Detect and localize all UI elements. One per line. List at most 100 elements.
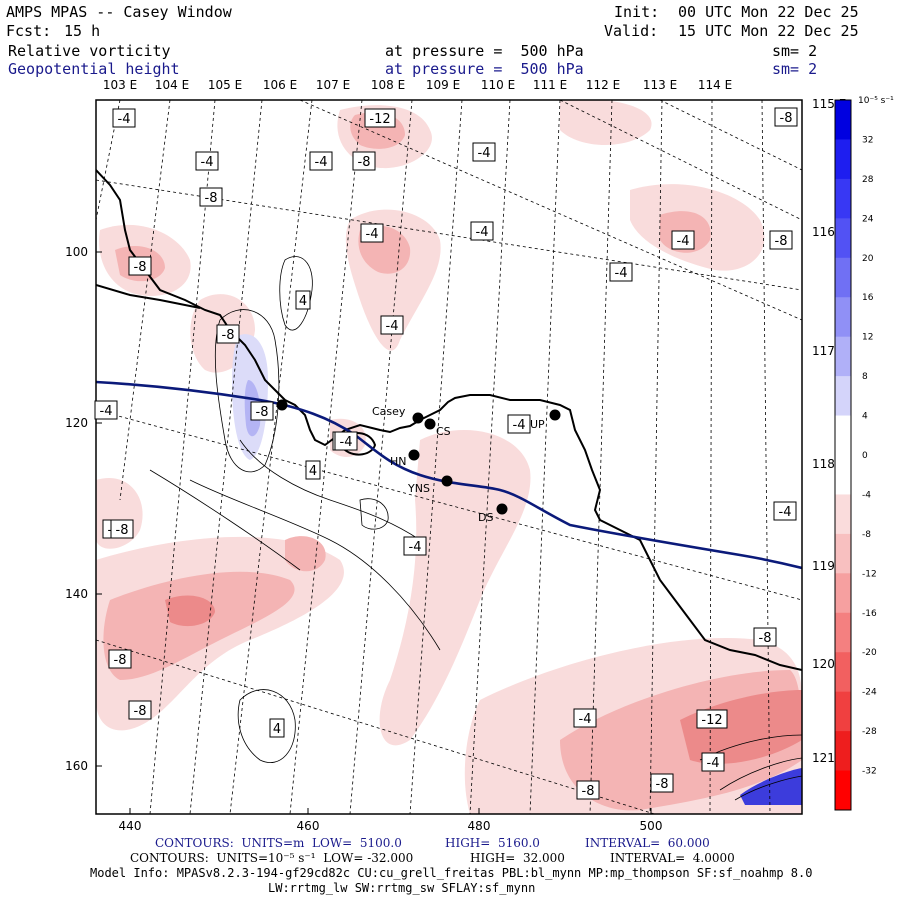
- station-marker: [549, 409, 561, 421]
- colorbar-label: -20: [862, 648, 877, 658]
- top-lon-label: 112 E: [586, 78, 620, 92]
- svg-text:-4: -4: [118, 112, 131, 127]
- contour-label: -4: [507, 414, 531, 434]
- plot-frame: [95, 99, 803, 815]
- svg-text:-12: -12: [701, 713, 722, 728]
- y-tick-label: 120: [65, 416, 88, 430]
- top-lon-label: 114 E: [698, 78, 732, 92]
- colorbar-label: 8: [862, 372, 868, 382]
- shade-blob: [379, 430, 531, 746]
- contour-label: -8: [128, 256, 152, 276]
- svg-text:-8: -8: [134, 260, 147, 275]
- graticule: [96, 100, 802, 814]
- colorbar-segment: [835, 139, 851, 180]
- svg-text:4: 4: [273, 722, 281, 737]
- contour-label: -4: [470, 221, 494, 241]
- svg-text:-8: -8: [780, 111, 793, 126]
- y-tick-label: 140: [65, 587, 88, 601]
- station-label: UP: [530, 418, 545, 431]
- colorbar-segment: [835, 612, 851, 653]
- field2-sm: sm= 2: [772, 60, 818, 78]
- contour-label: -4: [671, 230, 695, 250]
- colorbar-segment: [835, 100, 851, 140]
- svg-text:-8: -8: [116, 523, 129, 538]
- contour-label: -8: [199, 187, 223, 207]
- colorbar-segment: [835, 415, 851, 456]
- shade-blob: [103, 571, 295, 680]
- colorbar-label: 4: [862, 412, 868, 422]
- top-lon-label: 110 E: [481, 78, 515, 92]
- colorbar-segment: [835, 731, 851, 772]
- valid-label: Valid:: [604, 22, 659, 40]
- svg-text:-4: -4: [201, 155, 214, 170]
- shade-blob: [285, 536, 326, 572]
- contour-label: -12: [364, 108, 396, 128]
- contour-label: -8: [250, 401, 274, 421]
- colorbar-label: -32: [862, 767, 877, 777]
- colorbar-label: -12: [862, 569, 877, 579]
- footer-vort-contours: CONTOURS: UNITS=10⁻⁵ s⁻¹ LOW= -32.000: [130, 851, 414, 865]
- station-marker: [408, 449, 420, 461]
- colorbar-segment: [835, 770, 851, 811]
- contour-label: -4: [609, 262, 633, 282]
- contour-label: -8: [753, 627, 777, 647]
- station-label: HN: [390, 455, 407, 468]
- station-label: CS: [436, 425, 451, 438]
- station-marker: [424, 418, 436, 430]
- init-label: Init:: [614, 3, 660, 21]
- contour-label: -8: [128, 700, 152, 720]
- colorbar-label: -16: [862, 609, 877, 619]
- shade-blob: [560, 100, 652, 145]
- top-lon-label: 104 E: [155, 78, 189, 92]
- contour-label: -4: [94, 400, 118, 420]
- svg-text:-8: -8: [582, 784, 595, 799]
- model-title: AMPS MPAS -- Casey Window: [6, 3, 232, 21]
- contour-label: -4: [403, 536, 427, 556]
- svg-text:-8: -8: [114, 653, 127, 668]
- colorbar-segment: [835, 336, 851, 377]
- colorbar-label: -24: [862, 688, 877, 698]
- colorbar-segment: [835, 376, 851, 417]
- svg-text:-4: -4: [100, 404, 113, 419]
- colorbar-segment: [835, 652, 851, 693]
- svg-text:-12: -12: [369, 112, 390, 127]
- top-lon-label: 105 E: [208, 78, 242, 92]
- station-marker: [441, 475, 453, 487]
- contour-label: -8: [216, 324, 240, 344]
- svg-text:-4: -4: [677, 234, 690, 249]
- y-tick-label: 160: [65, 759, 88, 773]
- contour-label: -4: [360, 223, 384, 243]
- contour-label: -4: [112, 108, 136, 128]
- contour-label: -12: [696, 709, 728, 729]
- colorbar-label: 0: [862, 451, 868, 461]
- top-lon-label: 109 E: [426, 78, 460, 92]
- footer-model-info: Model Info: MPASv8.2.3-194-gf29cd82c CU:…: [90, 866, 813, 880]
- footer-height-contours: CONTOURS: UNITS=m LOW= 5100.0: [155, 836, 402, 850]
- field1-level: at pressure = 500 hPa: [385, 42, 584, 60]
- colorbar-label: 16: [862, 293, 874, 303]
- contour-label: -4: [472, 142, 496, 162]
- top-lon-label: 103 E: [103, 78, 137, 92]
- colorbar-segment: [835, 218, 851, 259]
- contour-label: -8: [774, 107, 798, 127]
- colorbar-segment: [835, 691, 851, 732]
- contour-label: -8: [110, 519, 134, 539]
- colorbar-label: 24: [862, 214, 874, 224]
- colorbar-segment: [835, 494, 851, 535]
- fcst-label: Fcst:: [6, 22, 52, 40]
- contour-labels: -4 -12 -8 -4 -4 -8 -4 -8 -4 -4 -8 -4 -8 -8 -4 -8 -4 4 -8 -4…: [94, 107, 798, 800]
- contour-label: 4: [269, 718, 285, 738]
- colorbar-segment: [835, 573, 851, 614]
- footer-height-interval: INTERVAL= 60.000: [585, 836, 710, 850]
- height-contour-5100: [96, 380, 802, 570]
- svg-text:-8: -8: [759, 631, 772, 646]
- contour-label: -4: [573, 708, 597, 728]
- colorbar: 10⁻⁵ s⁻¹ 32 28 24 20 16 12 8 4 0 -4 -8 -12 -16 -20 -24 -…: [834, 96, 894, 811]
- svg-text:-8: -8: [134, 704, 147, 719]
- contour-label: -4: [380, 315, 404, 335]
- footer-physics: LW:rrtmg_lw SW:rrtmg_sw SFLAY:sf_mynn: [268, 881, 536, 895]
- field2-name: Geopotential height: [8, 60, 180, 78]
- footer-vort-high: HIGH= 32.000: [470, 851, 565, 865]
- colorbar-label: 20: [862, 254, 874, 264]
- colorbar-segment: [835, 297, 851, 338]
